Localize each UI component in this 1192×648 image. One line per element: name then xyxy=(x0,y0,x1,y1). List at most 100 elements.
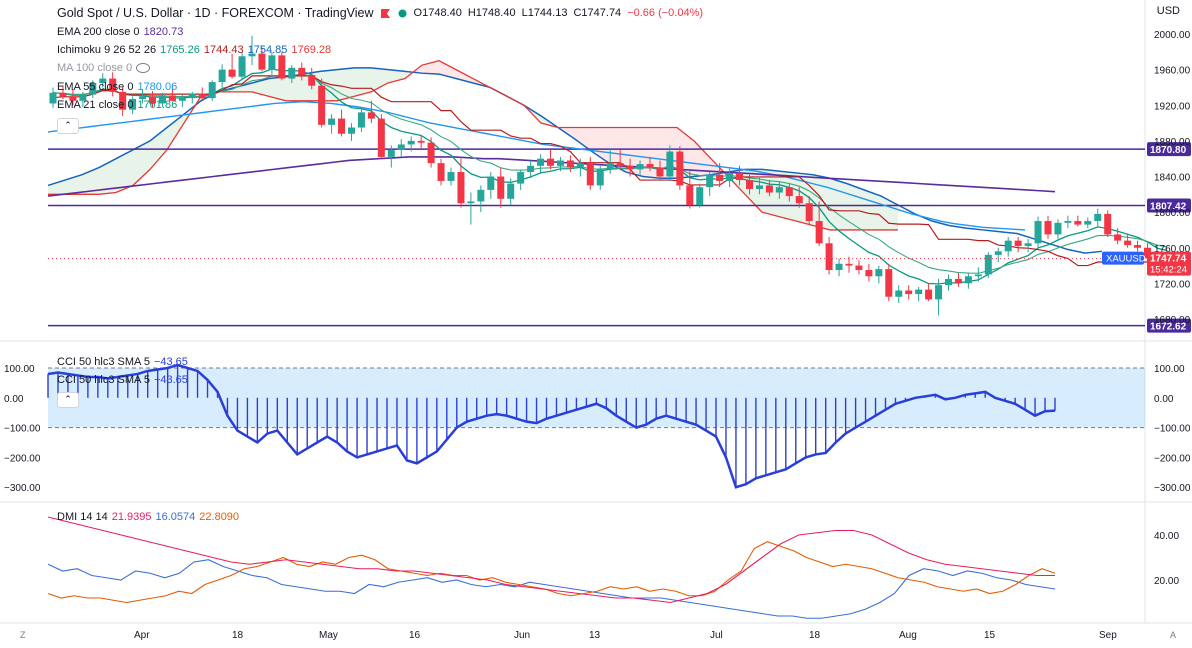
dmi-tick-label: 20.00 xyxy=(1154,576,1179,587)
hline-label-bg xyxy=(1147,318,1191,333)
candle-body xyxy=(178,98,186,101)
candle-body xyxy=(636,164,644,170)
currency-label[interactable]: USD xyxy=(1156,5,1180,17)
candle-body xyxy=(129,99,137,110)
candle-body xyxy=(109,78,117,92)
candle-body xyxy=(149,96,156,104)
legend-ma100[interactable]: MA 100 close 0 xyxy=(57,62,154,74)
flag-icon[interactable] xyxy=(380,8,391,19)
candle-body xyxy=(646,164,654,168)
candle-body xyxy=(527,165,535,173)
candle-body xyxy=(696,187,704,205)
candle-body xyxy=(925,289,933,300)
candle-body xyxy=(1084,221,1092,225)
time-tick-label: 18 xyxy=(809,630,821,641)
candle-body xyxy=(1094,213,1102,222)
candle-body xyxy=(547,158,554,166)
legend-dmi-v3: 22.8090 xyxy=(199,511,240,523)
legend-ema55-name: EMA 55 close 0 xyxy=(57,81,134,93)
cci-tick-label-left: 100.00 xyxy=(4,364,35,375)
legend-cci-name-2: CCI 50 hlc3 SMA 5 xyxy=(57,374,150,386)
candle-body xyxy=(457,172,465,204)
cci-tick-label: 100.00 xyxy=(1154,364,1185,375)
candle-body xyxy=(288,67,296,79)
ichimoku-cloud-segment xyxy=(881,196,898,230)
candle-body xyxy=(308,74,316,86)
time-tick-label: 13 xyxy=(589,630,601,641)
candle-body xyxy=(676,151,684,186)
candle-body xyxy=(139,96,147,100)
candle-body xyxy=(785,187,793,197)
ichimoku-cloud-segment xyxy=(371,67,388,92)
candle-body xyxy=(1064,221,1072,223)
countdown-label: 15:42:24 xyxy=(1150,265,1187,276)
price-tick-label: 1920.00 xyxy=(1154,101,1191,112)
price-tick-label: 1720.00 xyxy=(1154,279,1191,290)
candle-body xyxy=(1004,240,1012,252)
legend-ema21-value: 1761.86 xyxy=(137,99,178,111)
cci-tick-label-left: 0.00 xyxy=(4,394,24,405)
candle-body xyxy=(158,95,166,104)
time-tick-label: Sep xyxy=(1099,630,1117,641)
ichimoku-cloud-segment xyxy=(99,158,116,195)
candle-body xyxy=(1014,240,1022,246)
candle-body xyxy=(507,183,515,199)
legend-dmi[interactable]: DMI 14 14 21.9395 16.0574 22.8090 xyxy=(57,511,243,523)
price-tick-label: 1840.00 xyxy=(1154,173,1191,184)
ohlc-close: C1747.74 xyxy=(573,7,622,19)
hline-label-bg xyxy=(1147,198,1191,213)
candle-body xyxy=(1034,221,1042,244)
legend-dmi-v1: 21.9395 xyxy=(111,511,152,523)
time-tick-label: Apr xyxy=(134,630,150,641)
collapse-cci-button[interactable]: ⌃ xyxy=(57,392,79,408)
ichimoku-cloud-segment xyxy=(48,180,65,195)
ema55-line xyxy=(47,100,1026,231)
last-price-label: 1747.74 xyxy=(1150,254,1187,265)
candle-body xyxy=(586,163,594,186)
dmi-tick-label: 40.00 xyxy=(1154,531,1179,542)
auto-scale-button: A xyxy=(1170,630,1176,640)
legend-ema200-value: 1820.73 xyxy=(143,26,184,38)
legend-dmi-v2: 16.0574 xyxy=(155,511,196,523)
candle-body xyxy=(716,174,724,181)
price-tick-label: 1800.00 xyxy=(1154,208,1191,219)
candle-body xyxy=(537,158,545,166)
candle-body xyxy=(198,93,206,99)
legend-ema200[interactable]: EMA 200 close 0 1820.73 xyxy=(57,26,187,38)
time-tick-label: May xyxy=(319,630,338,641)
legend-cci-2[interactable]: CCI 50 hlc3 SMA 5 −43.65 xyxy=(57,374,192,386)
price-tick-label: 2000.00 xyxy=(1154,30,1191,41)
candle-body xyxy=(616,163,624,166)
candle-body xyxy=(566,160,574,168)
legend-ichimoku[interactable]: Ichimoku 9 26 52 26 1765.26 1744.43 1754.85… xyxy=(57,44,335,56)
ohlc-low: L1744.13 xyxy=(521,7,568,19)
candle-body xyxy=(427,142,435,164)
legend-cci[interactable]: CCI 50 hlc3 SMA 5 −43.65 xyxy=(57,356,192,368)
cci-tick-label-left: −300.00 xyxy=(4,483,41,494)
ichimoku-cloud-segment xyxy=(439,60,456,79)
candle-body xyxy=(49,92,57,104)
candle-body xyxy=(328,118,336,125)
candle-body xyxy=(755,185,763,189)
legend-ema55[interactable]: EMA 55 close 0 1780.06 xyxy=(57,81,181,93)
candle-body xyxy=(477,189,485,202)
hline-label: 1807.42 xyxy=(1150,202,1187,213)
candle-body xyxy=(765,185,773,193)
symbol-title[interactable]: Gold Spot / U.S. Dollar · 1D · FOREXCOM … xyxy=(57,6,374,20)
candle-body xyxy=(1054,222,1062,235)
ichimoku-cloud-segment xyxy=(82,167,99,195)
legend-ema21[interactable]: EMA 21 close 0 1761.86 xyxy=(57,99,181,111)
candle-body xyxy=(397,144,405,150)
candle-body xyxy=(895,290,903,297)
ichimoku-cloud-segment xyxy=(286,74,303,101)
candle-body xyxy=(666,151,674,177)
ichimoku-cloud-segment xyxy=(575,127,592,152)
chart-header: Gold Spot / U.S. Dollar · 1D · FOREXCOM … xyxy=(57,6,703,20)
candle-body xyxy=(815,221,823,244)
legend-ema200-name: EMA 200 close 0 xyxy=(57,26,140,38)
ohlc-open: O1748.40 xyxy=(413,7,462,19)
collapse-legend-button[interactable]: ⌃ xyxy=(57,118,79,134)
hidden-eye-icon[interactable] xyxy=(136,63,151,74)
candle-body xyxy=(865,270,873,277)
